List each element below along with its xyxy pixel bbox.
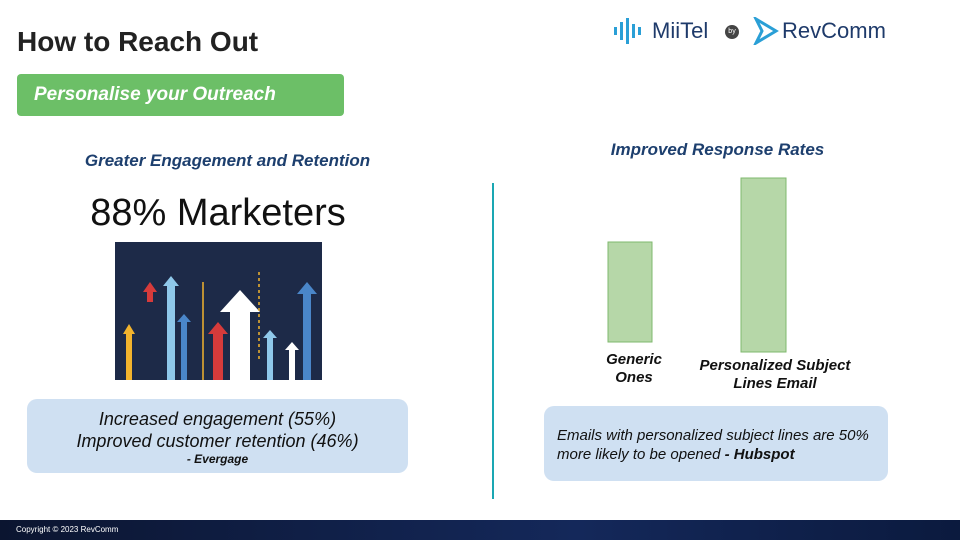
copyright: Copyright © 2023 RevComm <box>16 525 119 534</box>
logo-company: RevComm <box>782 18 886 43</box>
headline: 88% Marketers <box>90 192 346 234</box>
section-heading: Greater Engagement and Retention <box>84 151 371 170</box>
logo-brand: MiiTel <box>652 18 709 43</box>
footer-bar <box>0 520 960 540</box>
note: Emails with personalized subject lines a… <box>557 427 869 463</box>
category-label: Personalized Subject Lines Email <box>699 357 851 392</box>
bar <box>607 241 653 343</box>
stats-box: Increased engagement (55%) Improved cust… <box>27 399 408 473</box>
section-heading: Improved Response Rates <box>610 140 825 159</box>
divider <box>492 183 494 499</box>
tag-banner: Personalise your Outreach <box>17 74 344 116</box>
note-box: Emails with personalized subject lines a… <box>544 406 888 481</box>
arrows-image <box>115 242 322 380</box>
logo-icon <box>614 18 641 44</box>
slide-title: How to Reach Out <box>17 26 259 57</box>
stat-line: Increased engagement (55%) <box>98 409 337 429</box>
category-label: Generic Ones <box>606 351 662 386</box>
logo-by: by <box>725 25 739 39</box>
source: - Evergage <box>186 452 249 466</box>
stat-line: Improved customer retention (46%) <box>76 431 359 451</box>
logo-mark <box>753 17 779 45</box>
bar-chart <box>607 177 787 353</box>
bar <box>740 177 787 353</box>
source: - Hubspot <box>724 446 795 463</box>
